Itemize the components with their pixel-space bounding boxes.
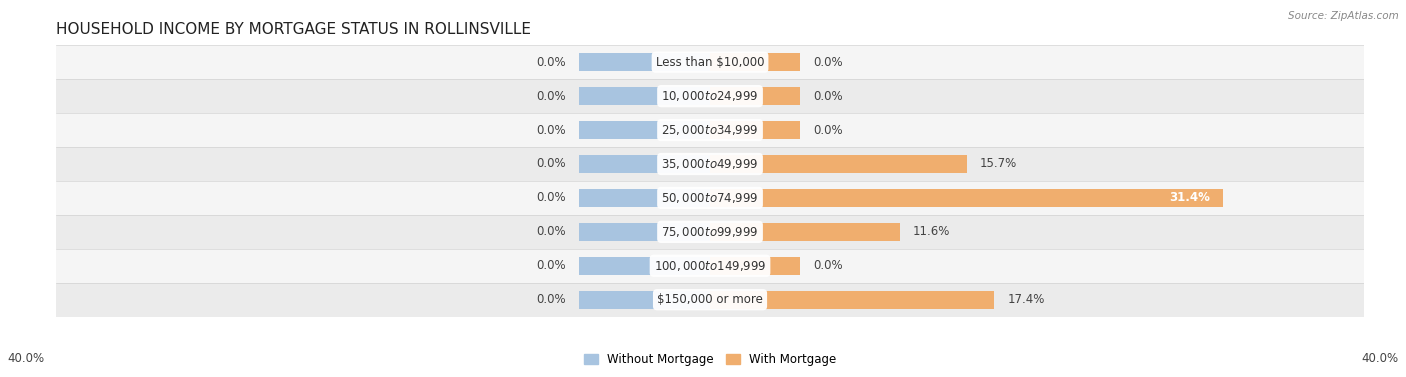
Bar xyxy=(56,249,1364,283)
Text: 0.0%: 0.0% xyxy=(813,259,842,272)
Text: $150,000 or more: $150,000 or more xyxy=(657,293,763,306)
Bar xyxy=(56,113,1364,147)
Text: 0.0%: 0.0% xyxy=(537,192,567,204)
Bar xyxy=(710,87,800,105)
Text: 0.0%: 0.0% xyxy=(537,293,567,306)
Text: Less than $10,000: Less than $10,000 xyxy=(655,56,765,69)
Text: HOUSEHOLD INCOME BY MORTGAGE STATUS IN ROLLINSVILLE: HOUSEHOLD INCOME BY MORTGAGE STATUS IN R… xyxy=(56,22,531,37)
Bar xyxy=(56,147,1364,181)
Text: 0.0%: 0.0% xyxy=(537,225,567,238)
Bar xyxy=(579,291,710,308)
Text: 0.0%: 0.0% xyxy=(537,259,567,272)
Text: 17.4%: 17.4% xyxy=(1008,293,1045,306)
Bar xyxy=(579,87,710,105)
Text: 11.6%: 11.6% xyxy=(912,225,950,238)
Text: $35,000 to $49,999: $35,000 to $49,999 xyxy=(661,157,759,171)
Text: 40.0%: 40.0% xyxy=(7,352,44,365)
Bar xyxy=(579,155,710,173)
Text: Source: ZipAtlas.com: Source: ZipAtlas.com xyxy=(1288,11,1399,21)
Text: $50,000 to $74,999: $50,000 to $74,999 xyxy=(661,191,759,205)
Bar xyxy=(579,54,710,71)
Bar xyxy=(56,45,1364,79)
Bar xyxy=(56,283,1364,317)
Text: 31.4%: 31.4% xyxy=(1170,192,1211,204)
Legend: Without Mortgage, With Mortgage: Without Mortgage, With Mortgage xyxy=(579,348,841,371)
Text: 0.0%: 0.0% xyxy=(537,90,567,103)
Text: 0.0%: 0.0% xyxy=(537,56,567,69)
Text: 40.0%: 40.0% xyxy=(1362,352,1399,365)
Bar xyxy=(710,121,800,139)
Bar xyxy=(710,223,900,241)
Bar xyxy=(710,291,994,308)
Text: $25,000 to $34,999: $25,000 to $34,999 xyxy=(661,123,759,137)
Bar xyxy=(56,181,1364,215)
Bar xyxy=(710,189,1223,207)
Bar xyxy=(579,223,710,241)
Text: 0.0%: 0.0% xyxy=(813,90,842,103)
Bar xyxy=(579,121,710,139)
Text: $100,000 to $149,999: $100,000 to $149,999 xyxy=(654,259,766,273)
Text: 0.0%: 0.0% xyxy=(537,158,567,170)
Bar xyxy=(56,215,1364,249)
Text: 0.0%: 0.0% xyxy=(537,124,567,136)
Text: $10,000 to $24,999: $10,000 to $24,999 xyxy=(661,89,759,103)
Bar xyxy=(710,155,967,173)
Text: 15.7%: 15.7% xyxy=(980,158,1017,170)
Bar xyxy=(56,79,1364,113)
Text: 0.0%: 0.0% xyxy=(813,56,842,69)
Bar xyxy=(579,257,710,274)
Text: $75,000 to $99,999: $75,000 to $99,999 xyxy=(661,225,759,239)
Text: 0.0%: 0.0% xyxy=(813,124,842,136)
Bar xyxy=(710,257,800,274)
Bar xyxy=(710,54,800,71)
Bar xyxy=(579,189,710,207)
